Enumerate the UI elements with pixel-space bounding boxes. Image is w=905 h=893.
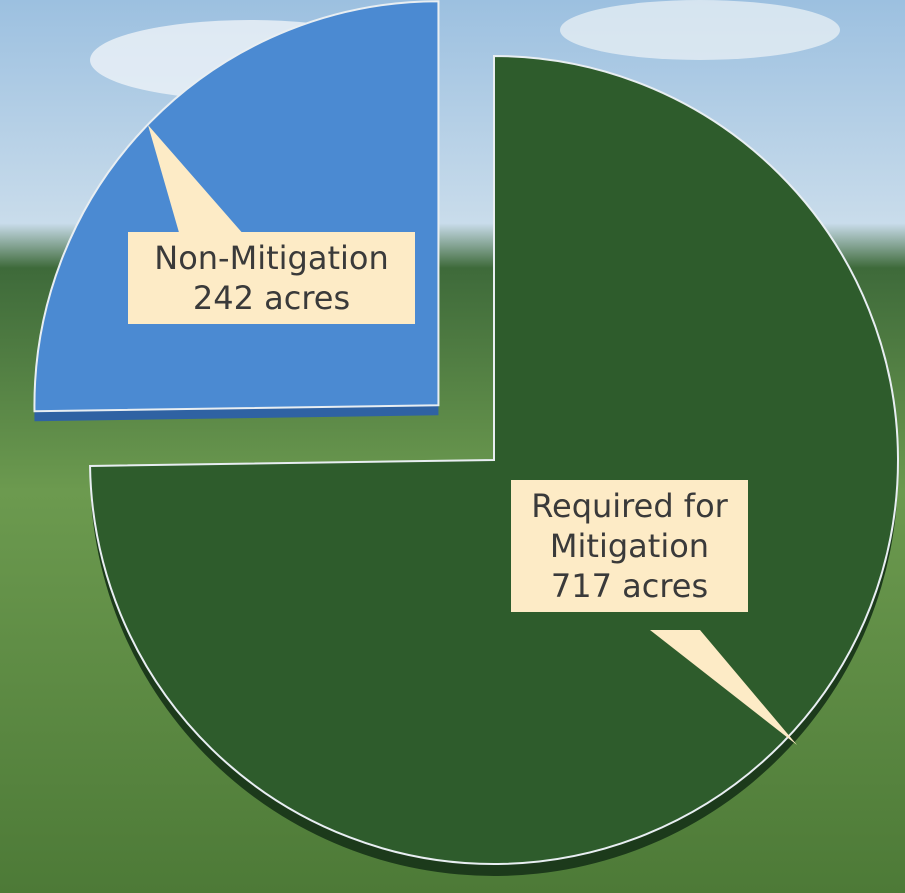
callout-pointer [650,630,797,745]
category: Required for Mitigation [531,487,728,565]
value-label: 717 acres [550,567,709,605]
callout-pointer [148,125,245,236]
value-label: 242 acres [192,279,351,317]
category: Non-Mitigation [154,239,389,277]
cloud [560,0,840,60]
data-label: Required for Mitigation 717 acres [511,480,748,612]
data-label: Non-Mitigation 242 acres [128,232,415,324]
